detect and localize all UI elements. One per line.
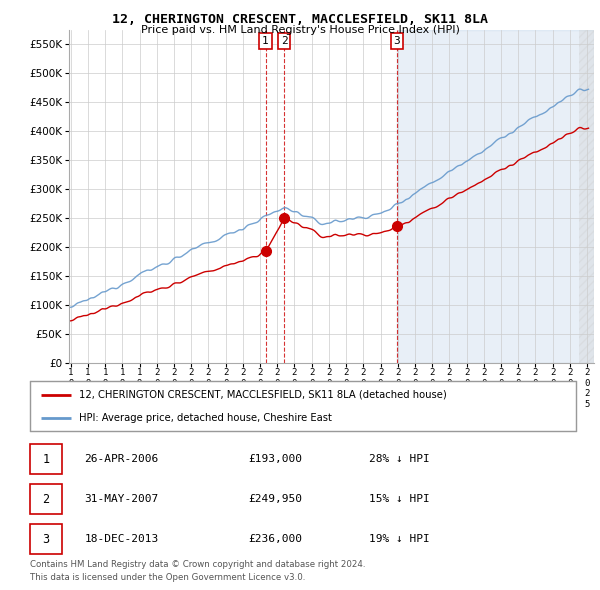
Text: 3: 3 <box>394 36 400 46</box>
Text: Price paid vs. HM Land Registry's House Price Index (HPI): Price paid vs. HM Land Registry's House … <box>140 25 460 35</box>
Text: 1: 1 <box>42 453 49 466</box>
Text: £193,000: £193,000 <box>248 454 302 464</box>
Text: 2: 2 <box>281 36 288 46</box>
Text: 15% ↓ HPI: 15% ↓ HPI <box>368 494 429 504</box>
Text: HPI: Average price, detached house, Cheshire East: HPI: Average price, detached house, Ches… <box>79 413 332 423</box>
Text: 1: 1 <box>262 36 269 46</box>
Text: This data is licensed under the Open Government Licence v3.0.: This data is licensed under the Open Gov… <box>30 573 305 582</box>
Text: £249,950: £249,950 <box>248 494 302 504</box>
Text: 3: 3 <box>42 533 49 546</box>
Bar <box>578 30 594 363</box>
Bar <box>397 30 594 363</box>
FancyBboxPatch shape <box>30 484 62 514</box>
FancyBboxPatch shape <box>30 444 62 474</box>
Text: 19% ↓ HPI: 19% ↓ HPI <box>368 535 429 545</box>
Text: £236,000: £236,000 <box>248 535 302 545</box>
Text: 12, CHERINGTON CRESCENT, MACCLESFIELD, SK11 8LA: 12, CHERINGTON CRESCENT, MACCLESFIELD, S… <box>112 13 488 26</box>
Text: 28% ↓ HPI: 28% ↓ HPI <box>368 454 429 464</box>
Text: Contains HM Land Registry data © Crown copyright and database right 2024.: Contains HM Land Registry data © Crown c… <box>30 560 365 569</box>
Text: 31-MAY-2007: 31-MAY-2007 <box>85 494 159 504</box>
Text: 18-DEC-2013: 18-DEC-2013 <box>85 535 159 545</box>
Text: 2: 2 <box>42 493 49 506</box>
FancyBboxPatch shape <box>30 525 62 554</box>
Text: 12, CHERINGTON CRESCENT, MACCLESFIELD, SK11 8LA (detached house): 12, CHERINGTON CRESCENT, MACCLESFIELD, S… <box>79 389 447 399</box>
Text: 26-APR-2006: 26-APR-2006 <box>85 454 159 464</box>
